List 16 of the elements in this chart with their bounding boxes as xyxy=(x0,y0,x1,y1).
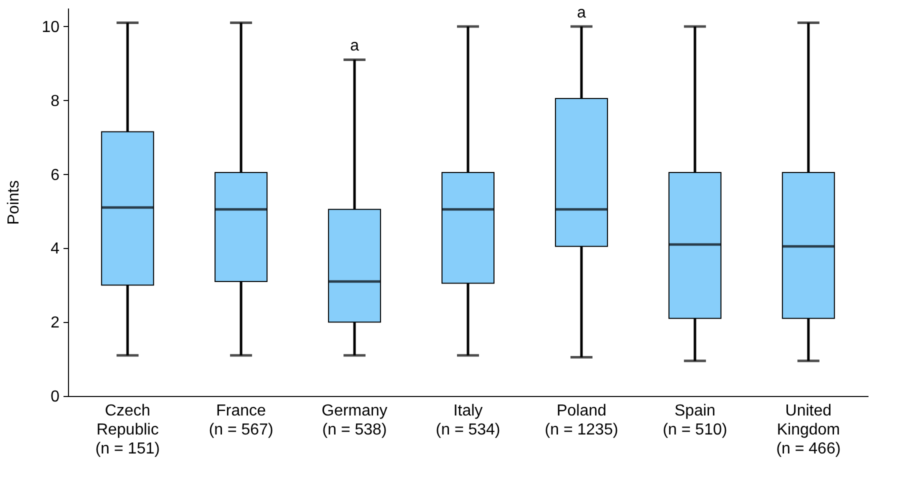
annotation: a xyxy=(577,4,586,22)
y-tick-label: 6 xyxy=(50,166,60,184)
x-tick-label: Poland (n = 1235) xyxy=(544,402,618,438)
y-tick-label: 8 xyxy=(50,92,60,110)
x-tick-label: Italy (n = 534) xyxy=(436,402,500,438)
y-tick-label: 0 xyxy=(50,388,60,406)
y-tick-label: 4 xyxy=(50,240,60,258)
x-tick-label: Spain (n = 510) xyxy=(662,402,728,438)
x-tick-label: Germany (n = 538) xyxy=(322,402,388,438)
y-tick-label: 2 xyxy=(50,314,60,332)
y-axis-title: Points xyxy=(6,180,23,225)
y-tick-label: 10 xyxy=(42,18,60,36)
x-tick-label: France (n = 567) xyxy=(208,402,274,438)
annotation: a xyxy=(350,38,360,55)
x-tick-label: Czech Republic (n = 151) xyxy=(95,402,160,458)
x-tick-label: United Kingdom (n = 466) xyxy=(776,402,841,458)
